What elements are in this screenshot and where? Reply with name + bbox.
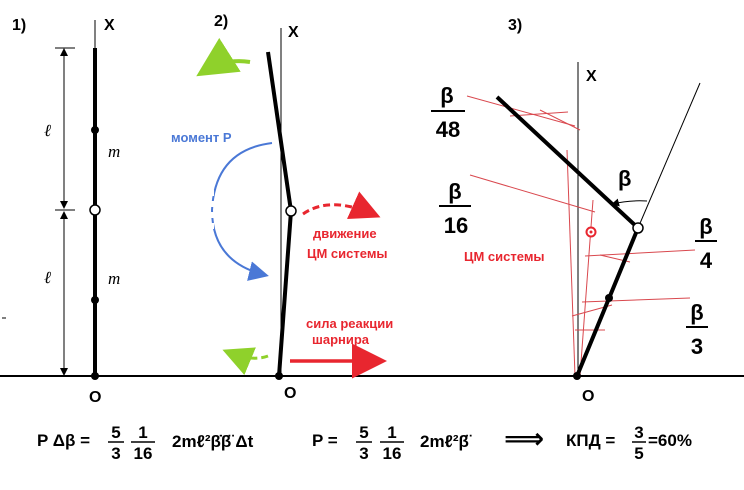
fraction-beta-48: β 48: [431, 83, 465, 142]
motion-label-line-2: ЦМ системы: [307, 246, 388, 261]
svg-text:β: β: [440, 83, 453, 108]
panel-1-number: 1): [12, 17, 26, 34]
svg-text:β: β: [690, 300, 703, 325]
green-arrow-bottom-icon: [222, 347, 269, 376]
formula-2-rhs: 2mℓ²β̈: [420, 432, 472, 451]
svg-text:16: 16: [134, 444, 153, 463]
svg-text:5: 5: [111, 423, 120, 442]
panel-1-length-label-lower: ℓ: [44, 268, 51, 287]
svg-text:1: 1: [138, 423, 147, 442]
formula-2-frac-a: 5 3: [356, 423, 372, 463]
panel-3: 3) X O β ЦМ системы β: [431, 17, 717, 405]
panel-2-origin-label: O: [284, 385, 296, 402]
panel-1-origin-dot: [91, 372, 99, 380]
fraction-beta-16: β 16: [439, 179, 471, 238]
svg-text:4: 4: [700, 248, 713, 273]
angle-arc-icon: [611, 198, 648, 207]
panel-2-number: 2): [214, 13, 228, 30]
fraction-beta-3: β 3: [686, 300, 708, 359]
panel-2: 2) X O момент P движение ЦМ системы сила…: [171, 13, 393, 402]
svg-text:β: β: [448, 179, 461, 204]
formula-row: P Δβ = 5 3 1 16 2mℓ²β̇β̈ Δt P = 5 3 1 16…: [37, 423, 692, 463]
motion-arrow-icon: [302, 191, 381, 219]
moment-arc-icon: [210, 142, 273, 281]
panel-3-hinge: [632, 222, 644, 234]
kpd-fraction: 3 5: [632, 423, 646, 463]
svg-text:3: 3: [691, 334, 703, 359]
panel-3-number: 3): [508, 17, 522, 34]
motion-label-line-1: движение: [313, 226, 377, 241]
panel-1-origin-label: O: [89, 389, 101, 406]
panel-1: 1) X m m O ℓ ℓ: [12, 17, 120, 406]
svg-text:3: 3: [634, 423, 643, 442]
svg-text:16: 16: [444, 213, 468, 238]
reaction-label-line-1: сила реакции: [306, 316, 393, 331]
svg-text:β: β: [699, 214, 712, 239]
svg-text:3: 3: [111, 444, 120, 463]
formula-1-frac-a: 5 3: [108, 423, 124, 463]
formula-1-rhs: 2mℓ²β̇β̈ Δt: [172, 432, 254, 451]
cm-marker-center: [589, 230, 593, 234]
formula-2-lhs: P =: [312, 431, 338, 450]
panel-3-axis-label: X: [586, 68, 597, 85]
kpd-label: КПД =: [566, 431, 615, 450]
panel-1-mass-label-lower: m: [108, 269, 120, 288]
panel-2-origin-dot: [275, 372, 283, 380]
formula-1-frac-b: 1 16: [131, 423, 155, 463]
panel-1-length-label-upper: ℓ: [44, 121, 51, 140]
panel-2-axis-label: X: [288, 24, 299, 41]
fraction-beta-4: β 4: [695, 214, 717, 273]
reaction-label-line-2: шарнира: [312, 332, 370, 347]
panel-3-mass-lower: [605, 294, 613, 302]
panel-1-mass-label-upper: m: [108, 142, 120, 161]
panel-1-mass-lower: [91, 296, 99, 304]
implies-arrow-icon: ⟹: [504, 423, 544, 454]
angle-label: β: [618, 166, 631, 191]
panel-2-hinge: [285, 205, 297, 217]
panel-3-origin-label: O: [582, 388, 594, 405]
svg-text:48: 48: [436, 117, 460, 142]
panel-3-guide-line: [637, 82, 701, 229]
kpd-result: =60%: [648, 431, 692, 450]
panel-3-origin-dot: [573, 372, 581, 380]
panel-1-axis-label: X: [104, 17, 115, 34]
panel-1-hinge: [89, 204, 101, 216]
svg-text:16: 16: [383, 444, 402, 463]
construction-lines: [466, 95, 696, 377]
formula-2-frac-b: 1 16: [380, 423, 404, 463]
green-arrow-top-icon: [196, 37, 251, 77]
panel-1-mass-upper: [91, 126, 99, 134]
svg-text:3: 3: [359, 444, 368, 463]
panel-3-rod: [495, 95, 640, 377]
moment-label: момент P: [171, 130, 232, 145]
formula-1-lhs: P Δβ =: [37, 431, 90, 450]
svg-text:5: 5: [634, 444, 643, 463]
svg-text:1: 1: [387, 423, 396, 442]
svg-text:5: 5: [359, 423, 368, 442]
cm-label: ЦМ системы: [464, 249, 545, 264]
